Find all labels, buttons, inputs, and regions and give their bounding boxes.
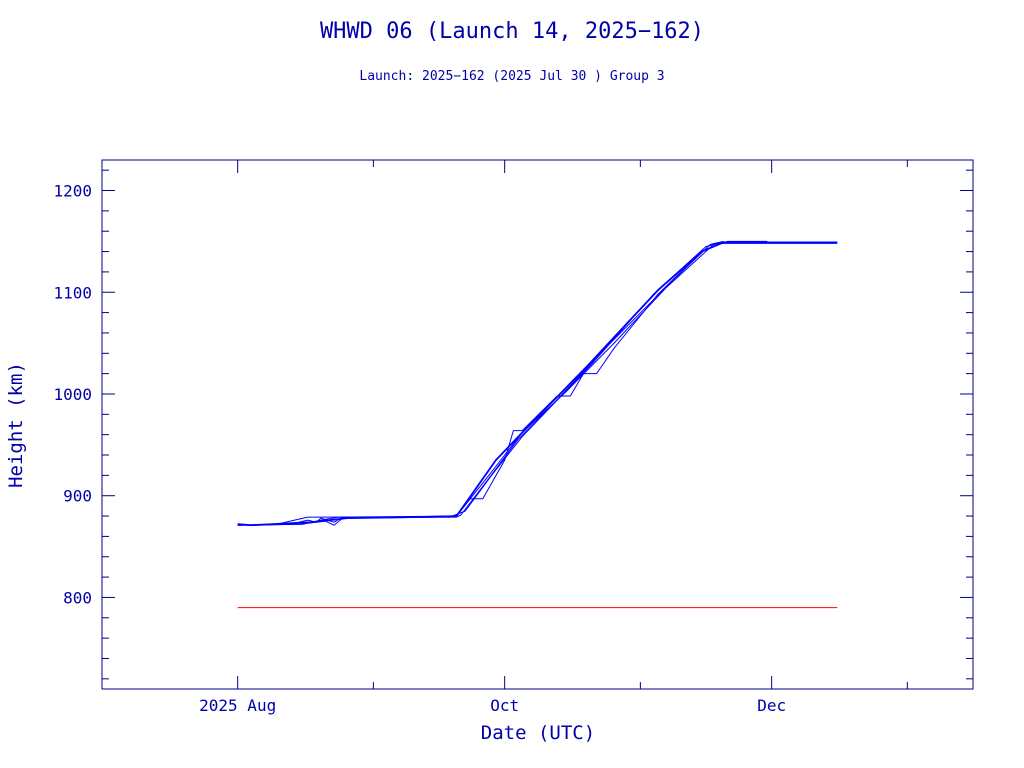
chart-title: WHWD 06 (Launch 14, 2025−162): [320, 19, 704, 44]
plot-area: [237, 240, 838, 609]
series-line-5: [246, 240, 724, 526]
axes: 800 900 1000 1100 1200 2025 Aug Oct Dec: [53, 160, 973, 715]
y-tick-label: 1100: [53, 283, 92, 302]
y-tick-label: 900: [63, 487, 92, 506]
y-tick-label: 800: [63, 588, 92, 607]
y-tick-label: 1000: [53, 385, 92, 404]
series-line-3: [237, 242, 838, 526]
series-line-1: [237, 241, 838, 527]
x-tick-label: Dec: [757, 696, 786, 715]
y-tick-label: 1200: [53, 182, 92, 201]
chart-subtitle: Launch: 2025−162 (2025 Jul 30 ) Group 3: [359, 69, 664, 84]
x-tick-label: 2025 Aug: [199, 696, 276, 715]
series-line-2: [237, 240, 768, 526]
x-tick-label: Oct: [490, 696, 519, 715]
series-line-4: [237, 251, 702, 526]
plot-frame: [101, 159, 974, 690]
y-axis-label: Height (km): [5, 362, 27, 488]
x-axis-label: Date (UTC): [481, 722, 595, 744]
